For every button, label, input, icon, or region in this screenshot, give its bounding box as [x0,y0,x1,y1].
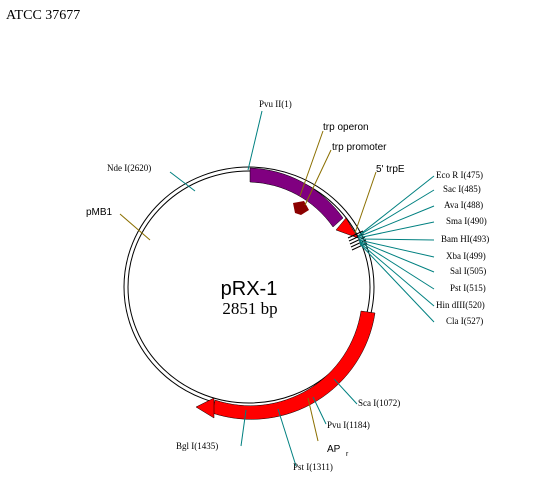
annotation-lines [119,110,435,467]
label-apr: AP [327,444,341,455]
label-eco: Eco R I(475) [436,170,483,180]
diagram-title: ATCC 37677 [6,8,81,23]
label-ava: Ava I(488) [444,200,483,210]
label-sac: Sac I(485) [443,184,481,194]
label-apr-sub: r [346,451,349,458]
label-trp-promoter: trp promoter [332,142,387,153]
label-trpE: 5' trpE [376,164,405,175]
ampr-arc [211,310,376,420]
trp-arrowhead [335,217,359,239]
label-nde: Nde I(2620) [107,163,151,173]
label-xba: Xba I(499) [446,251,486,261]
trp-operon-arc [249,167,344,228]
label-hind: Hin dIII(520) [436,300,485,310]
label-pvu1: Pvu I(1184) [327,420,370,430]
label-pMB1: pMB1 [86,207,113,218]
label-sca: Sca I(1072) [358,398,400,408]
label-sal: Sal I(505) [450,266,486,276]
plasmid-size: 2851 bp [222,299,277,318]
trp-promoter-arrow [293,201,309,215]
label-pvu2: Pvu II(1) [259,99,292,109]
label-trp-operon: trp operon [323,122,369,133]
ampr-arrowhead [195,397,215,419]
label-bgl: Bgl I(1435) [176,441,218,451]
label-pst: Pst I(1311) [293,462,333,472]
label-bam: Bam HI(493) [441,234,489,244]
label-sma: Sma I(490) [446,216,487,226]
plasmid-name: pRX-1 [221,278,278,300]
label-pst-mcs: Pst I(515) [450,283,486,293]
label-cla: Cla I(527) [446,316,483,326]
